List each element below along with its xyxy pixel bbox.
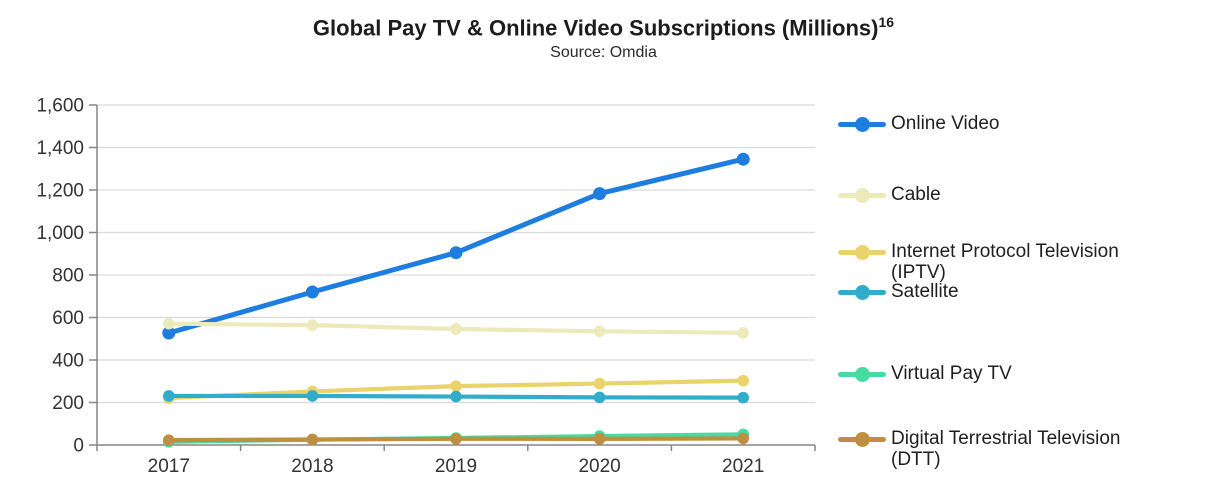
data-point [737,432,749,445]
data-point [163,390,175,402]
legend-marker-icon [838,366,886,382]
chart-subtitle: Source: Omdia [550,44,657,61]
data-point [593,377,606,390]
y-axis-label: 400 [52,351,84,372]
y-axis-label: 1,200 [36,181,84,202]
legend-label: Virtual Pay TV [891,363,1012,384]
data-point [593,433,606,445]
data-point [305,285,319,299]
data-point [163,317,175,330]
legend-label: Digital Terrestrial Television (DTT) [891,428,1121,470]
data-point [306,319,319,331]
plot-area: 0 200 400 600 800 1,000 1,200 1,400 1,600 2017 201… [36,96,816,477]
footnote-marker: 16 [878,14,895,30]
legend-label: Satellite [891,281,959,302]
data-point [737,374,749,387]
legend: Online Video Cable Internet Protocol Telev… [838,0,1207,500]
chart-title: Global Pay TV & Online Video Subscriptio… [0,14,1207,41]
series-line-0 [166,156,746,336]
chart-title-text: Global Pay TV & Online Video Subscriptio… [312,15,879,41]
y-axis-label: 800 [52,266,84,287]
data-point [163,434,175,446]
data-point [306,390,319,402]
data-point [306,433,319,446]
legend-marker-icon [838,116,886,132]
data-point [450,390,462,403]
y-axis-label: 1,600 [36,96,84,117]
data-point [450,323,462,335]
data-point [736,152,750,166]
data-point [737,327,749,339]
x-axis-label: 2021 [722,456,764,477]
data-point [593,187,607,201]
data-point [737,391,749,404]
x-axis-label: 2020 [578,456,620,477]
data-point [450,380,462,392]
legend-marker-icon [838,431,886,447]
x-axis-label: 2019 [435,456,477,477]
data-point [162,326,176,340]
y-axis-label: 1,400 [36,138,84,159]
legend-marker-icon [838,244,886,260]
y-axis-label: 0 [73,436,84,457]
y-axis-label: 1,000 [36,223,84,244]
legend-label: Cable [891,184,941,205]
data-point [450,433,462,445]
data-point [449,246,463,260]
legend-label: Online Video [891,113,1000,134]
x-axis-label: 2017 [148,456,190,477]
y-axis-label: 200 [52,393,84,414]
legend-marker-icon [838,187,886,203]
x-axis-label: 2018 [291,456,333,477]
legend-marker-icon [838,284,886,300]
legend-label: Internet Protocol Television (IPTV) [891,241,1119,283]
y-axis-label: 600 [52,308,84,329]
data-point [593,325,606,338]
data-point [593,391,606,404]
